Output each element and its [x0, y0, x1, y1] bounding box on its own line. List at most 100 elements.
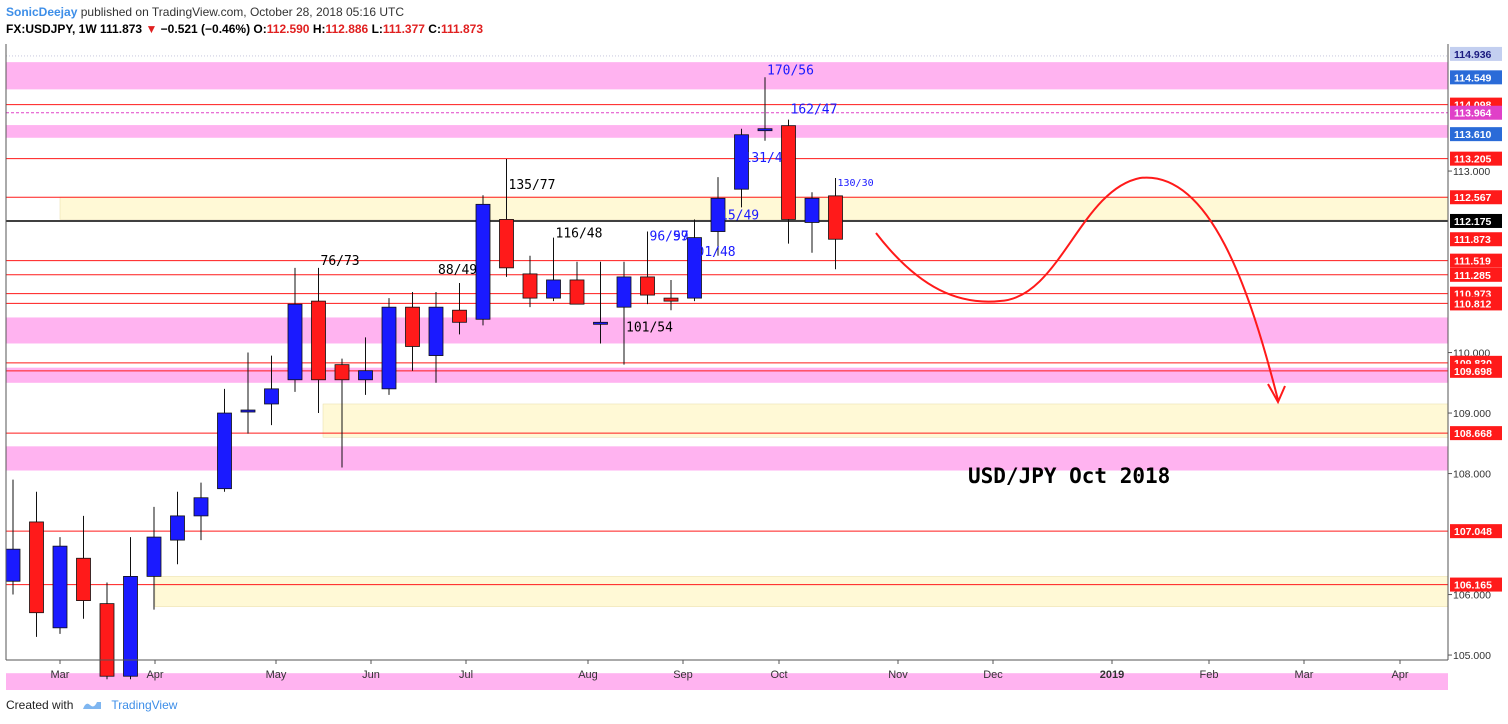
- high-label: H:: [312, 22, 326, 36]
- candle-body: [710, 197, 726, 232]
- candle-body: [170, 515, 185, 541]
- candle: [616, 261, 632, 365]
- price-level-text: 112.567: [1454, 192, 1492, 204]
- candle-body: [334, 364, 350, 381]
- tradingview-brand-link[interactable]: TradingView: [111, 698, 178, 712]
- candle: [428, 292, 444, 383]
- high-value: 112.886: [325, 22, 369, 36]
- price-level-text: 114.936: [1454, 49, 1492, 61]
- candle-body: [381, 306, 397, 390]
- pink-zone: [6, 446, 1448, 471]
- candle: [5, 479, 21, 595]
- annotation-label: 116/48: [556, 227, 603, 242]
- created-with-text: Created with: [6, 698, 74, 712]
- candle-body: [311, 300, 326, 381]
- candle: [781, 119, 796, 244]
- candle-body: [146, 536, 162, 577]
- candle: [710, 177, 726, 256]
- candle-body: [828, 195, 843, 240]
- price-level-box: [1450, 190, 1502, 205]
- candle: [170, 491, 185, 565]
- price-level-box: [1450, 151, 1502, 166]
- price-level-label: 109.698: [1450, 363, 1502, 378]
- x-tick-label: Apr: [1391, 669, 1408, 681]
- candle-body: [287, 303, 303, 381]
- candle-body: [76, 557, 91, 601]
- candle: [264, 355, 279, 426]
- candle: [193, 482, 209, 541]
- tradingview-logo-icon: [83, 702, 102, 709]
- close-label: C:: [428, 22, 441, 36]
- candle: [99, 582, 115, 680]
- candle-body: [546, 279, 561, 299]
- price-level-label: 111.873: [1450, 232, 1502, 247]
- pink-zone: [6, 62, 1448, 90]
- price-level-label: 112.175: [1450, 213, 1502, 228]
- change-value: −0.521 (−0.46%): [160, 22, 251, 36]
- down-arrow-icon: ▼: [145, 22, 158, 36]
- author-link[interactable]: SonicDeejay: [6, 5, 78, 19]
- price-level-box: [1450, 105, 1502, 120]
- price-level-box: [1450, 296, 1502, 311]
- price-level-box: [1450, 213, 1502, 228]
- price-chart[interactable]: 170/56 162/47 131/4 130/30 135/77 15/49 116/48…: [0, 40, 1508, 690]
- candle: [52, 537, 68, 634]
- y-tick-label: 109.000: [1453, 408, 1491, 420]
- candle-body: [452, 309, 467, 323]
- candle-body: [217, 412, 232, 490]
- candle: [381, 298, 397, 395]
- price-level-text: 111.519: [1454, 256, 1491, 268]
- open-label: O:: [253, 22, 267, 36]
- price-level-text: 114.549: [1454, 72, 1492, 84]
- price-level-box: [1450, 426, 1502, 441]
- candle-body: [804, 197, 820, 223]
- x-tick-label: Mar: [1295, 669, 1314, 681]
- candle: [240, 352, 256, 434]
- annotation-label: 96/59: [650, 230, 689, 245]
- candle-body: [405, 306, 420, 347]
- candle-body: [522, 273, 538, 299]
- x-tick-label: Sep: [673, 669, 693, 681]
- x-tick-label: Aug: [578, 669, 598, 681]
- price-level-box: [1450, 524, 1502, 539]
- annotation-label: 162/47: [791, 103, 838, 118]
- price-level-text: 110.812: [1454, 298, 1492, 310]
- forecast-arrow-path: [875, 176, 1279, 401]
- price-level-label: 107.048: [1450, 524, 1502, 539]
- candle: [499, 158, 514, 277]
- candle-body: [52, 545, 68, 629]
- price-level-box: [1450, 232, 1502, 247]
- price-level-box: [1450, 70, 1502, 85]
- x-tick-label: Mar: [51, 669, 70, 681]
- candle: [452, 282, 467, 335]
- price-level-label: 113.964: [1450, 105, 1502, 120]
- price-level-text: 111.873: [1454, 234, 1491, 246]
- candle-body: [640, 276, 655, 296]
- candle: [663, 279, 679, 311]
- price-level-text: 112.175: [1454, 216, 1492, 228]
- price-level-label: 113.610: [1450, 127, 1502, 142]
- price-level-label: 112.567: [1450, 190, 1502, 205]
- price-level-label: 114.936: [1450, 46, 1502, 61]
- price-level-text: 106.165: [1454, 580, 1492, 592]
- annotation-label: 101/54: [626, 320, 673, 335]
- price-level-label: 106.165: [1450, 577, 1502, 592]
- candle: [358, 337, 373, 395]
- candle: [522, 255, 538, 308]
- candle-body: [663, 297, 679, 302]
- symbol-info: FX:USDJPY, 1W 111.873 ▼ −0.521 (−0.46%) …: [6, 22, 483, 36]
- annotation-label: 131/4: [744, 151, 783, 166]
- candle-body: [499, 219, 514, 269]
- candle: [828, 177, 843, 270]
- annotation-label: 01/48: [697, 245, 736, 260]
- price-level-label: 110.812: [1450, 296, 1502, 311]
- price-level-box: [1450, 577, 1502, 592]
- candle: [123, 537, 138, 680]
- x-tick-label: May: [266, 669, 287, 681]
- price-level-label: 111.285: [1450, 267, 1502, 282]
- candle-body: [264, 388, 279, 405]
- x-tick-label: Oct: [770, 669, 787, 681]
- low-value: 111.377: [382, 22, 425, 36]
- published-text: published on TradingView.com, October 28…: [80, 5, 405, 19]
- annotation-label: 97: [673, 230, 689, 245]
